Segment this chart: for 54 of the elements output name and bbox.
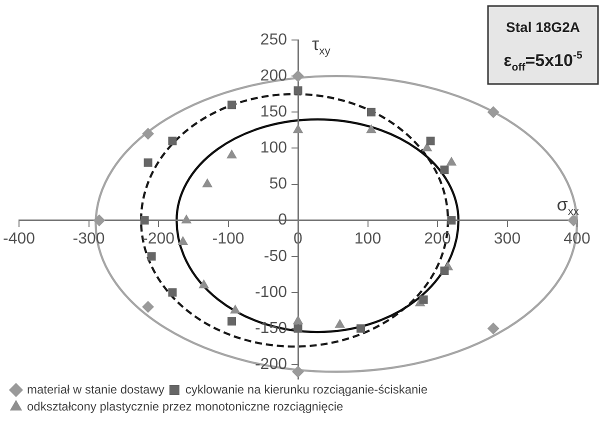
point: [181, 214, 192, 224]
x-tick-label: 400: [564, 230, 590, 248]
x-tick-label: 200: [424, 230, 451, 248]
x-tick-label: -300: [72, 230, 105, 248]
point: [144, 158, 152, 167]
x-tick-label: -400: [2, 230, 36, 248]
point: [230, 304, 240, 314]
point: [202, 178, 213, 188]
point: [292, 315, 304, 324]
text: Stal 18G2A: [506, 19, 580, 35]
point: [228, 100, 236, 110]
point: [446, 156, 457, 166]
point: [168, 136, 177, 146]
legend-label: odkształcony plastycznie przez monotoniczne rozciągnięcie: [27, 399, 344, 414]
y-tick-label: -200: [254, 356, 288, 373]
point: [334, 318, 346, 328]
point: [367, 108, 376, 116]
point: [447, 216, 456, 225]
point: [294, 86, 302, 95]
y-tick-label: 200: [260, 67, 288, 84]
point: [226, 149, 237, 158]
legend-label: materiał w stanie dostawy: [27, 382, 164, 396]
point: [142, 128, 154, 140]
point: [93, 214, 106, 226]
point: [426, 136, 435, 146]
point: [147, 252, 156, 261]
point: [356, 324, 366, 333]
point: [440, 266, 449, 276]
point: [487, 106, 500, 118]
x-tick-label: 100: [354, 230, 382, 248]
point: [178, 236, 188, 245]
point: [440, 166, 449, 174]
point: [198, 279, 210, 288]
point: [140, 216, 149, 225]
point: [366, 124, 376, 134]
point: [142, 300, 154, 313]
point: [168, 288, 177, 297]
point: [292, 70, 304, 82]
point: [292, 124, 304, 134]
y-tick-label: 250: [260, 31, 288, 48]
x-tick-label: -200: [142, 230, 175, 248]
point: [292, 366, 304, 378]
point: [419, 295, 428, 304]
y-tick-label: -50: [264, 248, 288, 265]
y-tick-label: 100: [260, 140, 288, 157]
point: [487, 322, 500, 335]
y-tick-label: 150: [260, 104, 288, 121]
point: [228, 317, 236, 326]
y-tick-label: -100: [254, 284, 288, 301]
x-tick-label: 300: [494, 230, 521, 248]
y-tick-label: 50: [269, 176, 288, 193]
legend-label: cyklowanie na kierunku rozciąganie-ściskanie: [185, 382, 428, 396]
x-tick-label: -100: [212, 230, 244, 248]
point: [294, 324, 302, 333]
